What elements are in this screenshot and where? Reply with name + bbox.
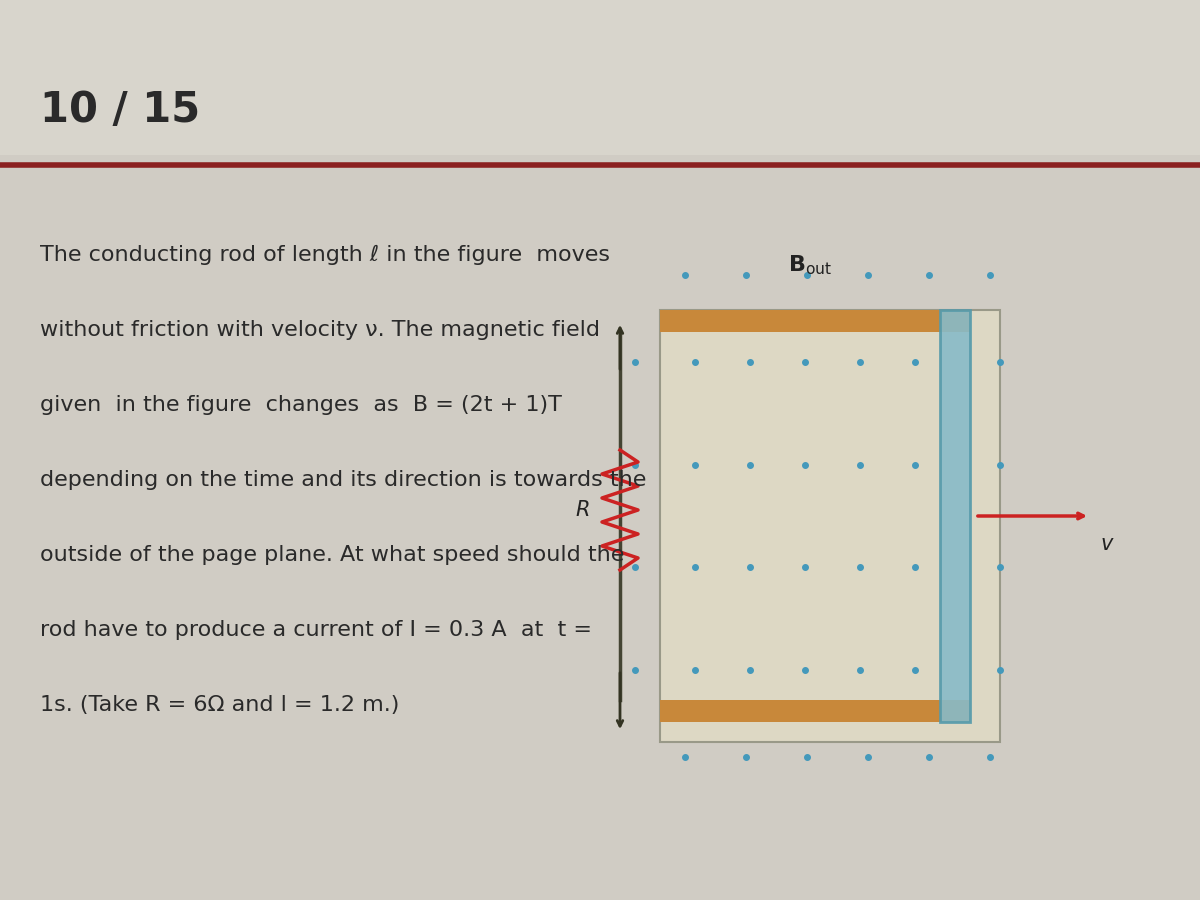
Text: outside of the page plane. At what speed should the: outside of the page plane. At what speed…	[40, 545, 624, 565]
Text: 1s. (Take R = 6Ω and l = 1.2 m.): 1s. (Take R = 6Ω and l = 1.2 m.)	[40, 695, 400, 715]
Text: depending on the time and its direction is towards the: depending on the time and its direction …	[40, 470, 647, 490]
Bar	[660, 700, 970, 722]
Text: R: R	[576, 500, 590, 520]
Text: 10 / 15: 10 / 15	[40, 89, 200, 131]
Text: $\mathbf{B}_{\mathrm{out}}$: $\mathbf{B}_{\mathrm{out}}$	[788, 253, 832, 277]
Bar	[660, 310, 970, 332]
Text: v: v	[1100, 534, 1112, 554]
Bar	[660, 310, 1000, 742]
Text: The conducting rod of length ℓ in the figure  moves: The conducting rod of length ℓ in the fi…	[40, 245, 610, 266]
Bar	[0, 0, 1200, 155]
Text: rod have to produce a current of I = 0.3 A  at  t =: rod have to produce a current of I = 0.3…	[40, 620, 592, 640]
Text: without friction with velocity ν. The magnetic field: without friction with velocity ν. The ma…	[40, 320, 600, 340]
Bar	[940, 310, 970, 722]
Text: given  in the figure  changes  as  B = (2t + 1)T: given in the figure changes as B = (2t +…	[40, 395, 562, 415]
